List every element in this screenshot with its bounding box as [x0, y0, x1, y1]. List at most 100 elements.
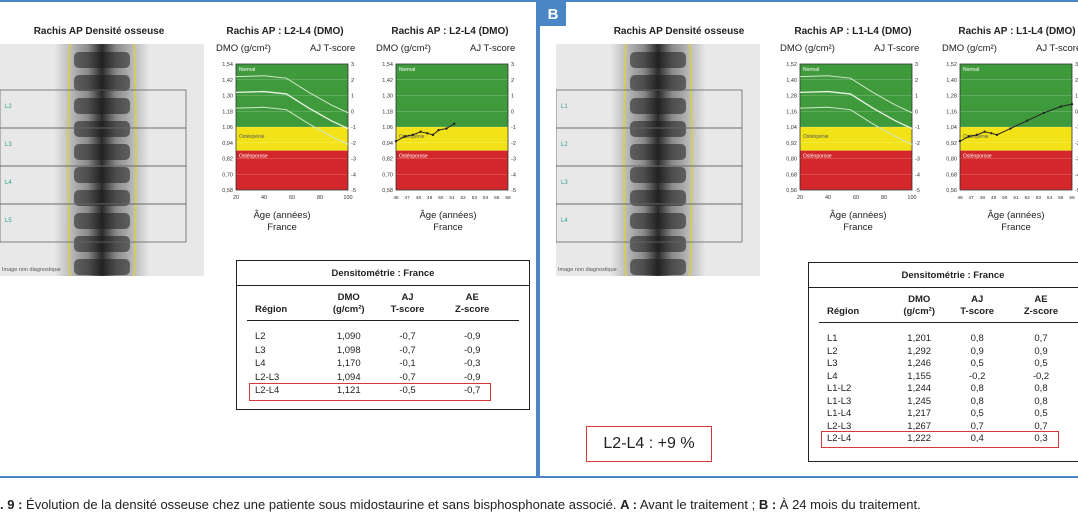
vertebra-label: L2 [561, 142, 568, 148]
t-score-tick-label: 0 [1075, 109, 1078, 115]
x-tick-label: 49 [427, 195, 433, 201]
y-tick-label: 0,80 [946, 157, 957, 163]
t-score-tick-label: 1 [351, 94, 354, 100]
vertebra-body [74, 236, 130, 252]
x-axis-subtitle: France [433, 222, 463, 233]
t-score-tick-label: -2 [511, 141, 516, 147]
spine-xray-image: L1 L2 L3 L4 Image non diagnostique [556, 44, 760, 276]
x-tick-label: 20 [797, 195, 803, 201]
x-tick-label: 20 [233, 195, 239, 201]
y-tick-label: 1,30 [222, 94, 233, 100]
cell-dmo: 1,090 [336, 331, 361, 342]
graph-title-age-range: Rachis AP : L1-L4 (DMO) [794, 26, 912, 37]
x-axis-subtitle: France [267, 222, 297, 233]
y-axis-label: DMO (g/cm²) [942, 43, 997, 54]
plot-frame [959, 63, 1073, 191]
y-tick-label: 0,68 [786, 172, 797, 178]
bmd-reference-chart-lifetime: Normal Ostéopénie Ostéoporose 1,52 1,40 1,28 1… [786, 62, 920, 201]
y-tick-label: 1,04 [786, 125, 797, 131]
xray-title: Rachis AP Densité osseuse [33, 26, 165, 37]
plot-frame [395, 63, 509, 191]
t-score-tick-label: -4 [1075, 172, 1078, 178]
bmd-trend-chart: Normal Ostéopénie Ostéoporose 1,54 1,42 1,30 1… [382, 62, 516, 201]
x-axis-label: Âge (années) France [398, 210, 498, 234]
table-row: L2-L3 1,267 0,7 0,7 [809, 421, 1078, 433]
x-tick-label: 48 [416, 195, 422, 201]
x-tick-label: 53 [1036, 195, 1042, 201]
t-score-tick-label: 2 [915, 78, 918, 84]
table-row: L4 1,155 -0,2 -0,2 [809, 371, 1078, 383]
x-tick-label: 60 [853, 195, 859, 201]
cell-t-score: -0,1 [399, 358, 416, 369]
patient-point [1070, 102, 1074, 106]
spine-xray-image: L2 L3 L4 L5 Image non diagnostique [0, 44, 204, 276]
cell-t-score: 0,8 [970, 395, 984, 407]
t-score-tick-label: -5 [915, 188, 920, 194]
table-row: L2 1,090 -0,7 -0,9 [237, 331, 529, 343]
t-score-tick-label: 3 [351, 62, 354, 68]
x-tick-label: 40 [825, 195, 831, 201]
y-axis-label: DMO (g/cm²) [376, 43, 431, 54]
zone-normal [960, 64, 1072, 127]
y-tick-label: 0,68 [946, 172, 957, 178]
cell-region: L4 [255, 358, 266, 369]
patient-point [1026, 119, 1029, 122]
caption-figure-number: . 9 : [0, 497, 23, 512]
caption-a-label: A : [620, 497, 637, 512]
zone-osteoporosis [396, 150, 508, 190]
table-row: L2 1,292 0,9 0,9 [809, 346, 1078, 358]
cell-z-score: -0,9 [464, 371, 481, 383]
t-score-tick-label: -4 [351, 172, 356, 178]
patient-point [411, 133, 414, 137]
patient-point [394, 139, 398, 143]
densitometry-table: Densitométrie : France Région DMO (g/cm²) AJ… [808, 262, 1078, 462]
vertebra-region-box [556, 203, 743, 243]
vertebra-label: L1 [561, 104, 568, 110]
vertebra-body [630, 167, 686, 183]
zone-normal [236, 64, 348, 127]
y-tick-label: 1,42 [222, 78, 233, 84]
patient-point [445, 127, 448, 130]
caption-b-text: À 24 mois du traitement. [776, 497, 921, 512]
vertebra-label: L4 [5, 180, 12, 186]
panel-b: B Rachis AP Densité osseuse L1 L2 L3 L4 Imag… [538, 0, 1078, 478]
zone-label: Ostéoporose [399, 154, 428, 160]
patient-point [958, 139, 962, 143]
reference-curve-upper [235, 75, 349, 114]
y-tick-label: 1,06 [382, 125, 393, 131]
cell-t-score: 0,8 [970, 383, 984, 394]
x-tick-label: 56 [505, 195, 511, 201]
highlighted-row-box [821, 431, 1059, 448]
vertebra-label: L3 [561, 180, 568, 186]
vertebra-body [630, 213, 686, 229]
cell-region: L4 [827, 370, 838, 382]
t-score-tick-label: 3 [511, 62, 514, 68]
y-tick-label: 0,82 [382, 157, 393, 163]
cell-z-score: 0,7 [1034, 420, 1048, 432]
table-row: L3 1,246 0,5 0,5 [809, 358, 1078, 370]
table-row: L1-L2 1,244 0,8 0,8 [809, 383, 1078, 395]
cell-t-score: -0,7 [399, 331, 416, 342]
x-tick-label: 52 [1025, 195, 1031, 201]
x-tick-label: 54 [1047, 195, 1053, 201]
table-row: L1-L4 1,217 0,5 0,5 [809, 408, 1078, 420]
zone-label: Ostéopénie [399, 134, 425, 140]
x-tick-label: 49 [991, 195, 997, 201]
vertebra-label: L2 [5, 104, 12, 110]
y-tick-label: 1,40 [786, 78, 797, 84]
vertebra-body [630, 144, 686, 160]
t-score-tick-label: -5 [511, 188, 516, 194]
figure-caption: . 9 : Évolution de la densité osseuse ch… [0, 497, 1078, 512]
zone-label: Ostéopénie [963, 134, 989, 140]
vertebra-body [630, 236, 686, 252]
y-tick-label: 1,06 [222, 125, 233, 131]
cell-region: L1-L2 [827, 383, 852, 394]
cell-dmo: 1,222 [907, 433, 932, 444]
x-tick-label: 48 [980, 195, 986, 201]
vertebra-body [74, 144, 130, 160]
cell-t-score: -0,7 [399, 371, 416, 383]
bmd-change-result: L2-L4 : +9 % [586, 426, 712, 462]
t-score-tick-label: -3 [1075, 157, 1078, 163]
zone-label: Ostéoporose [963, 154, 992, 160]
column-header-ae-zscore: AE Z-score [455, 292, 490, 315]
